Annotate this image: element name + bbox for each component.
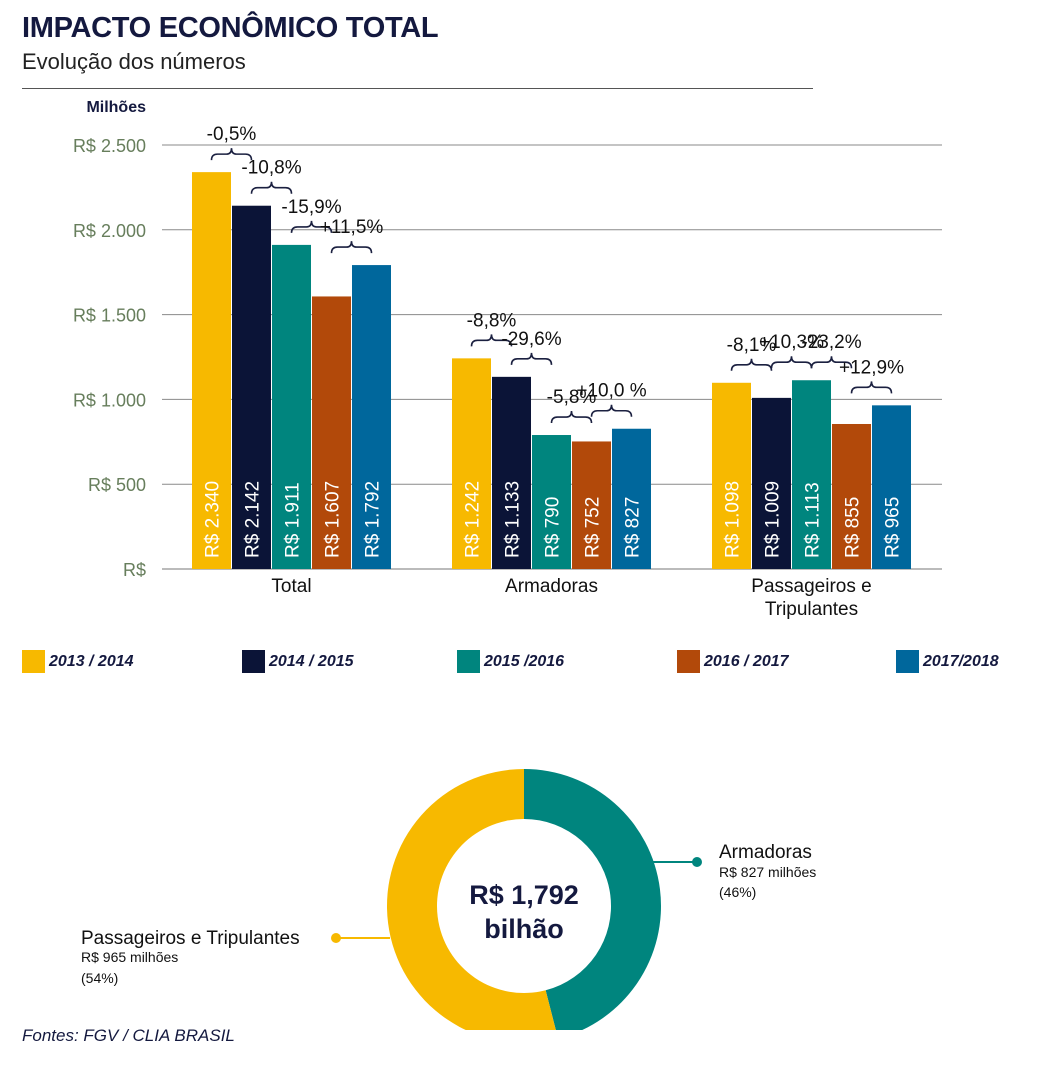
bar [312,296,351,569]
chart-subtitle: Evolução dos números [22,49,246,74]
bar [272,244,311,569]
legend: 2013 / 2014 2014 / 2015 2015 /2016 2016 / 2… [0,650,1050,680]
change-brace [730,358,773,371]
callout-dot [692,857,702,867]
bar-value-label: R$ 1.113 [803,482,824,558]
change-annotation: -29,6% [501,329,561,350]
legend-swatch [457,650,480,673]
donut-slice [524,769,661,1030]
change-annotation: -15,9% [281,197,341,218]
change-annotation: -8,8% [467,310,517,331]
x-category-label: Passageiros e [751,576,871,597]
bar [532,435,571,569]
bar-value-label: R$ 855 [843,497,864,558]
change-annotation: -0,5% [207,124,257,145]
legend-swatch [677,650,700,673]
y-axis-title: Milhões [86,99,146,116]
change-annotation: +10,0 % [576,381,646,402]
bar-value-label: R$ 1.098 [723,481,744,558]
change-brace [550,410,593,424]
legend-item: 2013 / 2014 [22,650,134,673]
change-brace [510,352,553,365]
legend-item: 2015 /2016 [457,650,564,673]
donut-center-value: R$ 1,792 [469,880,579,910]
legend-item: 2014 / 2015 [242,650,354,673]
bar [832,423,871,569]
callout-title: Armadoras [719,842,812,863]
bar [492,376,531,569]
change-annotation: -23,2% [801,332,861,353]
bar [612,428,651,569]
donut-slice [387,769,556,1030]
change-brace [770,356,813,369]
bar-value-label: R$ 2.142 [243,481,264,558]
change-brace [590,404,633,417]
bar [192,172,231,570]
bar [572,441,611,569]
change-brace [330,241,373,254]
callout-detail: R$ 827 milhões [719,864,816,880]
bar-value-label: R$ 2.340 [203,481,224,558]
callout-title: Passageiros e Tripulantes [81,928,300,949]
legend-swatch [22,650,45,673]
bar-value-label: R$ 790 [543,497,564,558]
callout-percent: (54%) [81,970,118,986]
bar-chart: Milhões R$ R$ 500 R$ 1.000 R$ 1.500 R$ 2.000 R… [73,99,942,620]
bar [752,397,791,569]
change-annotation: +12,9% [839,357,904,378]
legend-label: 2015 /2016 [484,652,565,670]
donut-center-unit: bilhão [484,914,564,944]
bar-value-label: R$ 965 [883,497,904,558]
title-divider [22,88,813,89]
change-brace [250,181,293,194]
legend-swatch [242,650,265,673]
bar-value-label: R$ 827 [623,497,644,558]
callout-percent: (46%) [719,884,756,900]
y-tick-label: R$ [123,560,146,580]
y-tick-label: R$ 1.000 [73,390,146,410]
change-annotation: -5,8% [547,387,597,408]
change-brace [850,381,893,394]
change-annotation: -8,1% [727,335,777,356]
bar-value-label: R$ 1.009 [763,481,784,558]
legend-label: 2017/2018 [923,652,999,670]
x-category-label: Armadoras [505,576,598,597]
bar [352,265,391,569]
chart-title: IMPACTO ECONÔMICO TOTAL [22,12,439,44]
bar [792,380,831,569]
bar [232,205,271,569]
y-tick-label: R$ 1.500 [73,306,146,326]
bar-value-label: R$ 1.607 [323,481,344,558]
callout-detail: R$ 965 milhões [81,949,178,965]
bar-value-label: R$ 1.792 [363,481,384,558]
change-annotation: -10,8% [241,158,301,179]
legend-label: 2013 / 2014 [49,652,134,670]
bar-value-label: R$ 752 [583,497,604,558]
callout-dot [331,933,341,943]
bar [872,405,911,569]
bar-value-label: R$ 1.133 [503,481,524,558]
bar-value-label: R$ 1.911 [283,482,304,558]
legend-label: 2016 / 2017 [704,652,789,670]
y-tick-label: R$ 500 [88,475,146,495]
bar [452,358,491,569]
legend-swatch [896,650,919,673]
y-tick-label: R$ 2.500 [73,136,146,156]
legend-item: 2017/2018 [896,650,999,673]
bar-value-label: R$ 1.242 [463,481,484,558]
change-annotation: +10,3% [759,332,824,353]
bar [712,382,751,569]
change-annotation: +11,5% [320,217,384,238]
y-tick-label: R$ 2.000 [73,221,146,241]
x-category-label: Tripulantes [765,599,858,620]
change-brace [210,148,253,161]
legend-label: 2014 / 2015 [269,652,354,670]
change-brace [470,334,513,347]
legend-item: 2016 / 2017 [677,650,789,673]
x-category-label: Total [271,576,311,597]
source-note: Fontes: FGV / CLIA BRASIL [22,1026,235,1045]
